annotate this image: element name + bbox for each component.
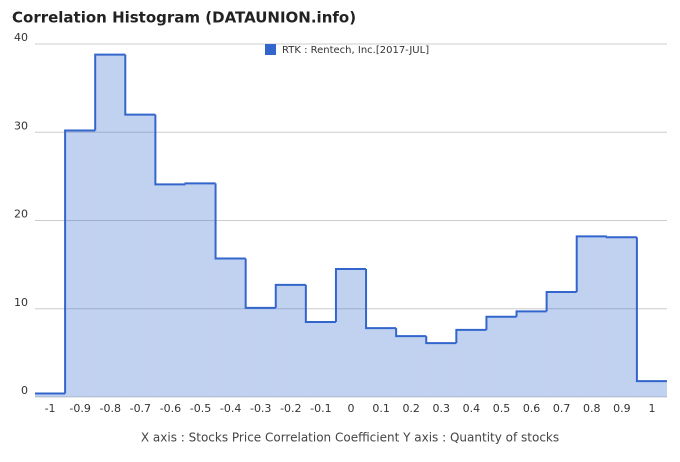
histogram-bar xyxy=(35,393,66,397)
x-tick-label: 0.3 xyxy=(433,402,451,415)
x-tick-label: 0.5 xyxy=(493,402,511,415)
x-tick-label: 0.4 xyxy=(463,402,481,415)
legend-label: RTK : Rentech, Inc.[2017-JUL] xyxy=(282,45,429,56)
chart-title: Correlation Histogram (DATAUNION.info) xyxy=(12,9,356,27)
histogram-step xyxy=(545,290,577,312)
histogram-bar xyxy=(245,307,276,397)
histogram-bar xyxy=(185,183,216,397)
x-tick-label: 0.6 xyxy=(523,402,541,415)
x-tick-label: 0 xyxy=(348,402,355,415)
histogram-step xyxy=(365,269,397,330)
histogram-step xyxy=(274,283,306,308)
x-tick-label: 0.2 xyxy=(402,402,420,415)
x-tick-label: -0.1 xyxy=(310,402,331,415)
histogram-step xyxy=(154,114,186,186)
x-tick-label: 0.1 xyxy=(372,402,390,415)
histogram-bar xyxy=(456,329,487,397)
histogram-bar xyxy=(576,236,607,397)
histogram-step xyxy=(124,54,156,116)
histogram-bar xyxy=(335,269,367,397)
histogram-bar xyxy=(486,316,517,397)
x-tick-label: -1 xyxy=(45,402,56,415)
histogram-bar xyxy=(215,258,246,397)
y-tick-label: 10 xyxy=(14,296,28,309)
x-tick-label: -0.6 xyxy=(160,402,181,415)
histogram-step xyxy=(635,237,667,383)
x-tick-label: 1 xyxy=(648,402,655,415)
histogram-bar xyxy=(516,311,547,397)
histogram-step xyxy=(184,182,216,185)
legend-swatch xyxy=(265,44,276,55)
histogram-step xyxy=(485,315,517,330)
histogram-bar xyxy=(426,343,457,397)
y-tick-label: 20 xyxy=(14,208,28,221)
histogram-step xyxy=(425,336,457,345)
histogram-step xyxy=(334,268,367,322)
histogram-bar xyxy=(546,291,577,397)
y-tick-label: 40 xyxy=(14,31,28,44)
x-tick-label: -0.4 xyxy=(220,402,241,415)
histogram-bar xyxy=(125,114,156,397)
x-tick-label: -0.8 xyxy=(100,402,121,415)
histogram-step xyxy=(214,183,246,260)
histogram-bar xyxy=(636,381,667,397)
histogram-bar xyxy=(606,237,637,397)
y-tick-label: 30 xyxy=(14,119,28,132)
x-tick-label: -0.3 xyxy=(250,402,271,415)
x-tick-label: 0.8 xyxy=(583,402,601,415)
x-tick-label: -0.7 xyxy=(130,402,151,415)
histogram-step xyxy=(64,129,96,394)
histogram-bar xyxy=(305,321,336,397)
x-tick-label: 0.7 xyxy=(553,402,571,415)
x-tick-label: 0.9 xyxy=(613,402,631,415)
histogram-bar xyxy=(396,336,427,397)
histogram-bar xyxy=(95,54,126,398)
histogram-step xyxy=(395,328,427,338)
histogram-step xyxy=(304,284,336,323)
y-tick-label: 0 xyxy=(21,384,28,397)
x-tick-label: -0.2 xyxy=(280,402,301,415)
histogram-step xyxy=(455,328,487,344)
histogram-step xyxy=(244,258,276,309)
x-tick-label: -0.5 xyxy=(190,402,211,415)
histogram-bar xyxy=(65,130,96,398)
histogram-step xyxy=(515,310,547,317)
histogram-step xyxy=(605,236,637,239)
histogram-step xyxy=(94,53,126,131)
x-tick-label: -0.9 xyxy=(69,402,90,415)
histogram-step xyxy=(575,235,607,292)
histogram-bar xyxy=(275,284,306,397)
x-axis-title: X axis : Stocks Price Correlation Coeffi… xyxy=(141,431,559,445)
histogram-bar xyxy=(366,328,397,397)
histogram-bar xyxy=(155,184,186,397)
